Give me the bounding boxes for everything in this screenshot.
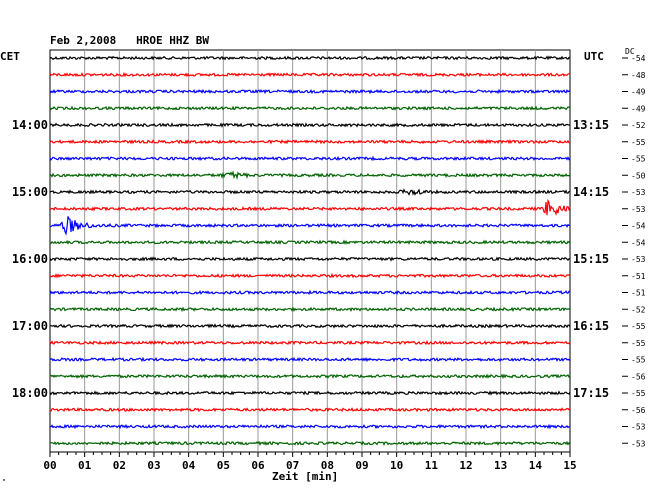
dc-offset-label: -49 <box>631 104 646 113</box>
station-label: HROE HHZ BW <box>136 34 209 47</box>
seismic-trace <box>49 323 571 329</box>
seismic-trace <box>49 356 571 363</box>
left-hour-label: 15:00 <box>12 185 48 199</box>
x-tick-label: 02 <box>113 459 126 472</box>
right-timezone-label: UTC <box>584 50 604 63</box>
dc-offset-label: -55 <box>631 155 646 164</box>
left-hour-label: 14:00 <box>12 118 48 132</box>
seismic-trace <box>49 88 571 95</box>
dc-offset-label: -50 <box>631 171 646 180</box>
seismic-trace <box>49 170 571 180</box>
x-tick-label: 14 <box>529 459 543 472</box>
x-tick-label: 03 <box>147 459 160 472</box>
right-hour-label: 17:15 <box>573 386 609 400</box>
dc-offset-label: -56 <box>631 372 646 381</box>
seismic-trace <box>49 373 571 380</box>
seismic-trace <box>50 216 570 236</box>
x-tick-label: 00 <box>43 459 56 472</box>
dc-offset-label: -54 <box>631 238 646 247</box>
right-hour-label: 13:15 <box>573 118 609 132</box>
dc-offset-label: -53 <box>631 188 646 197</box>
dc-offset-label: -55 <box>631 356 646 365</box>
dc-offset-label: -55 <box>631 339 646 348</box>
seismic-trace <box>49 256 571 262</box>
dc-offset-label: -53 <box>631 255 646 264</box>
left-hour-label: 17:00 <box>12 319 48 333</box>
seismic-trace <box>49 71 570 78</box>
corner-mark: " <box>2 478 7 486</box>
dc-offset-label: -55 <box>631 138 646 147</box>
dc-offset-label: -52 <box>631 121 646 130</box>
right-hour-label: 15:15 <box>573 252 609 266</box>
dc-offset-label: -49 <box>631 88 646 97</box>
x-tick-label: 11 <box>425 459 439 472</box>
seismic-trace <box>49 407 571 413</box>
seismic-trace <box>49 139 571 145</box>
x-tick-label: 01 <box>78 459 92 472</box>
dc-offset-label: -55 <box>631 389 646 398</box>
dc-offset-label: -53 <box>631 439 646 448</box>
x-tick-label: 13 <box>494 459 507 472</box>
x-tick-label: 08 <box>321 459 334 472</box>
chart-title: Feb 2,2008 HROE HHZ BW <box>50 34 209 47</box>
x-tick-label: 10 <box>390 459 403 472</box>
left-hour-label: 18:00 <box>12 386 48 400</box>
seismic-trace <box>49 55 571 61</box>
left-timezone-label: CET <box>0 50 20 63</box>
seismic-trace <box>49 155 571 162</box>
dc-offset-label: -52 <box>631 305 646 314</box>
seismic-trace <box>49 440 571 446</box>
x-tick-label: 07 <box>286 459 299 472</box>
right-hour-label: 14:15 <box>573 185 609 199</box>
seismic-trace <box>49 289 571 296</box>
seismic-trace <box>49 339 571 346</box>
dc-offset-label: -56 <box>631 406 646 415</box>
seismic-trace <box>49 423 571 430</box>
x-tick-label: 06 <box>251 459 265 472</box>
seismic-trace <box>49 390 571 396</box>
x-tick-label: 04 <box>182 459 196 472</box>
x-tick-label: 12 <box>459 459 472 472</box>
date-label: Feb 2,2008 <box>50 34 117 47</box>
seismic-trace <box>49 122 571 128</box>
seismic-trace <box>49 198 571 216</box>
x-tick-label: 09 <box>355 459 368 472</box>
seismic-trace <box>49 105 571 111</box>
dc-column-header: DC <box>625 47 635 56</box>
seismic-trace <box>49 306 571 312</box>
dc-offset-label: -54 <box>631 54 646 63</box>
seismic-trace <box>49 239 571 246</box>
dc-offset-label: -48 <box>631 71 646 80</box>
dc-offset-label: -53 <box>631 205 646 214</box>
dc-offset-label: -51 <box>631 272 646 281</box>
x-tick-label: 05 <box>217 459 230 472</box>
right-hour-label: 16:15 <box>573 319 609 333</box>
dc-offset-label: -53 <box>631 423 646 432</box>
seismic-trace <box>49 272 571 279</box>
dc-offset-label: -51 <box>631 289 646 298</box>
dc-offset-label: -55 <box>631 322 646 331</box>
x-tick-label: 15 <box>563 459 576 472</box>
left-hour-label: 16:00 <box>12 252 48 266</box>
x-axis-label: Zeit [min] <box>272 470 339 483</box>
seismic-trace <box>49 188 571 196</box>
dc-offset-label: -54 <box>631 222 646 231</box>
